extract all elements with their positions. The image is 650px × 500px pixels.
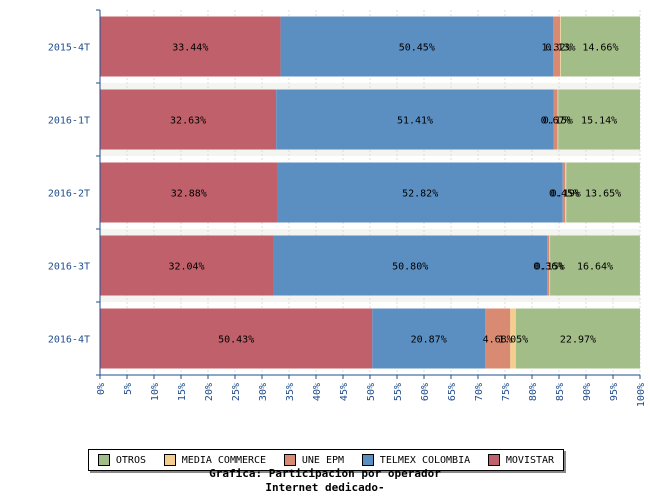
bar-data-label: 52.82% <box>402 189 438 200</box>
x-tick-label: 30% <box>258 383 269 401</box>
x-tick-label: 40% <box>312 383 323 401</box>
bar-movistar <box>100 235 274 296</box>
bar-movistar <box>100 16 281 77</box>
bar-telmex-colombia <box>372 308 486 369</box>
legend-item: UNE EPM <box>283 454 345 466</box>
bar-media-commerce <box>560 16 561 77</box>
x-tick-label: 90% <box>582 383 593 401</box>
bar-data-label: 0.15% <box>543 116 573 127</box>
x-tick-label: 50% <box>366 383 377 401</box>
bar-data-label: 15.14% <box>581 116 617 127</box>
bar-media-commerce <box>510 308 516 369</box>
bar-une-epm <box>562 162 566 223</box>
bar-data-label: 0.19% <box>551 189 581 200</box>
x-tick-label: 25% <box>231 383 242 401</box>
bar-data-label: 50.45% <box>399 43 435 54</box>
legend-swatch <box>361 454 374 466</box>
bar-data-label: 22.97% <box>560 335 596 346</box>
legend-item: MEDIA COMMERCE <box>163 454 267 466</box>
bar-data-label: 16.64% <box>577 262 613 273</box>
legend-item: TELMEX COLOMBIA <box>361 454 471 466</box>
bar-telmex-colombia <box>280 16 554 77</box>
x-tick-label: 75% <box>501 383 512 401</box>
x-tick-label: 5% <box>123 383 134 395</box>
x-tick-label: 45% <box>339 383 350 401</box>
bar-data-label: 13.65% <box>585 189 621 200</box>
chart-legend: OTROS MEDIA COMMERCE UNE EPM TELMEX COLOMBI… <box>88 449 564 471</box>
bar-une-epm <box>553 89 558 150</box>
x-tick-label: 95% <box>609 383 620 401</box>
x-tick-label: 70% <box>474 383 485 401</box>
legend-label: TELMEX COLOMBIA <box>379 454 471 466</box>
x-tick-label: 0% <box>96 383 107 395</box>
bar-une-epm <box>485 308 511 369</box>
category-label: 2015-4T <box>48 43 90 54</box>
x-tick-label: 100% <box>636 383 647 407</box>
x-tick-label: 15% <box>177 383 188 401</box>
legend-swatch <box>97 454 110 466</box>
x-tick-label: 10% <box>150 383 161 401</box>
bar-data-label: 0.45% <box>549 189 579 200</box>
bar-data-label: 0.36% <box>533 262 563 273</box>
chart-title-block: Grafica: Participacion por operador Inte… <box>0 467 650 495</box>
bar-data-label: 32.88% <box>171 189 207 200</box>
x-tick-label: 85% <box>555 383 566 401</box>
x-tick-label: 35% <box>285 383 296 401</box>
bar-telmex-colombia <box>273 235 548 296</box>
legend-label: OTROS <box>115 454 146 466</box>
legend-label: UNE EPM <box>301 454 345 466</box>
chart-title: Grafica: Participacion por operador <box>209 467 441 480</box>
category-label: 2016-3T <box>48 262 90 273</box>
bar-data-label: 33.44% <box>172 43 208 54</box>
bar-data-label: 14.66% <box>582 43 618 54</box>
legend-label: MEDIA COMMERCE <box>181 454 267 466</box>
category-label: 2016-2T <box>48 189 90 200</box>
bar-data-label: 4.68% <box>483 335 513 346</box>
bar-data-label: 0.15% <box>535 262 565 273</box>
legend-swatch <box>163 454 176 466</box>
x-tick-label: 65% <box>447 383 458 401</box>
bar-otros <box>515 308 640 369</box>
legend-label: MOVISTAR <box>505 454 555 466</box>
x-tick-label: 20% <box>204 383 215 401</box>
bar-movistar <box>100 162 278 223</box>
bar-data-label: 50.80% <box>392 262 428 273</box>
x-tick-label: 55% <box>393 383 404 401</box>
bar-telmex-colombia <box>277 162 563 223</box>
legend-swatch <box>487 454 500 466</box>
bar-data-label: 32.63% <box>170 116 206 127</box>
bar-data-label: 0.13% <box>545 43 575 54</box>
bar-data-label: 20.87% <box>411 335 447 346</box>
bar-telmex-colombia <box>276 89 554 150</box>
bar-otros <box>558 89 640 150</box>
x-tick-label: 80% <box>528 383 539 401</box>
bar-otros <box>550 235 640 296</box>
bar-data-label: 50.43% <box>218 335 254 346</box>
bar-media-commerce <box>549 235 551 296</box>
bar-data-label: 32.04% <box>168 262 204 273</box>
bar-media-commerce <box>565 162 567 223</box>
bar-data-label: 1.05% <box>498 335 528 346</box>
bar-une-epm <box>553 16 561 77</box>
legend-item: MOVISTAR <box>487 454 555 466</box>
category-label: 2016-4T <box>48 335 90 346</box>
bar-otros <box>560 16 640 77</box>
legend-swatch <box>283 454 296 466</box>
legend-item: OTROS <box>97 454 146 466</box>
bar-movistar <box>100 308 373 369</box>
chart-subtitle: Internet dedicado- <box>265 481 385 494</box>
bar-data-label: 1.32% <box>542 43 572 54</box>
category-label: 2016-1T <box>48 116 90 127</box>
bar-movistar <box>100 89 277 150</box>
bar-data-label: 51.41% <box>397 116 433 127</box>
bar-media-commerce <box>557 89 559 150</box>
bar-une-epm <box>547 235 550 296</box>
bar-data-label: 0.67% <box>541 116 571 127</box>
x-tick-label: 60% <box>420 383 431 401</box>
bar-otros <box>566 162 640 223</box>
